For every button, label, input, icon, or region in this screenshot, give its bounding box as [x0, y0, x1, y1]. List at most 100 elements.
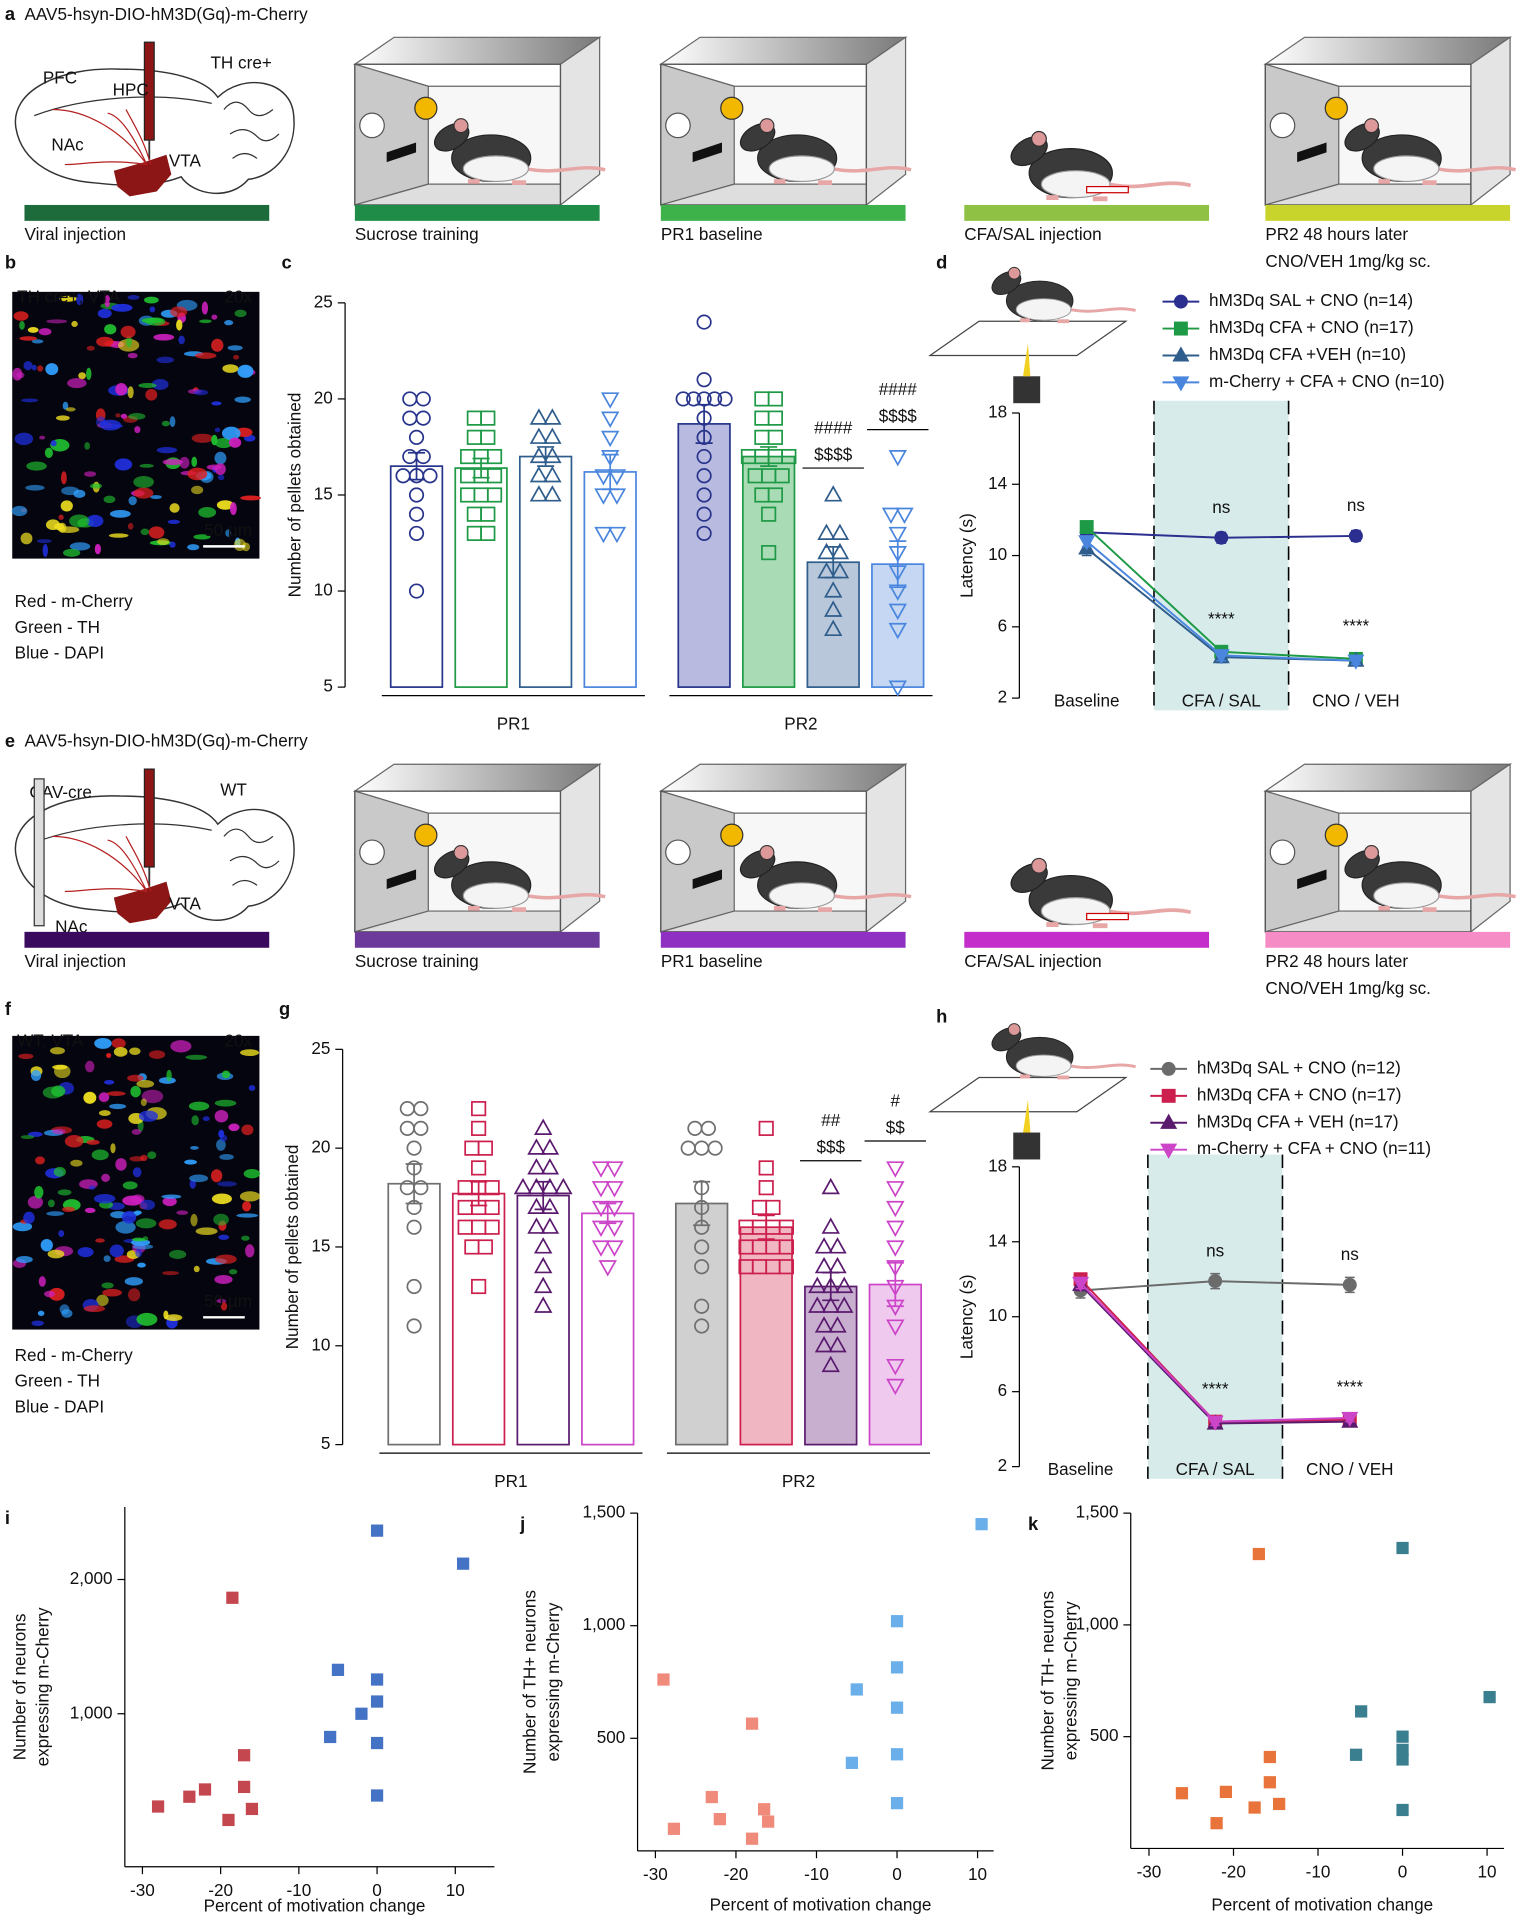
y-tick-label: 1,000: [70, 1702, 113, 1722]
legend-marker: [1173, 321, 1188, 336]
cell: [190, 1146, 199, 1150]
data-point: [245, 1802, 259, 1816]
data-point: [408, 583, 425, 599]
cell: [170, 1040, 192, 1053]
data-point: [183, 1790, 196, 1803]
cell: [143, 296, 159, 304]
data-point: [1208, 1274, 1223, 1289]
rat: [1344, 844, 1517, 912]
y-tick-label: 25: [311, 1038, 330, 1058]
data-point: [406, 1278, 422, 1295]
cell: [140, 1199, 156, 1211]
data-point: [529, 408, 549, 425]
y-axis-label: Number of neurons: [9, 1614, 29, 1761]
cell: [162, 1271, 179, 1276]
data-point: [1078, 535, 1096, 551]
data-point: [761, 545, 777, 561]
data-point: [1212, 649, 1230, 665]
step-label: Viral injection: [24, 224, 126, 244]
cue-light: [414, 823, 438, 847]
data-point: [513, 1177, 533, 1195]
rat-ear: [759, 844, 775, 861]
y-tick-label: 2: [998, 1455, 1008, 1475]
data-point: [415, 391, 431, 407]
cell: [222, 364, 239, 373]
cell: [104, 324, 117, 335]
cell: [211, 1193, 232, 1205]
brain-folds: [223, 101, 280, 159]
operant-chamber: [1263, 763, 1513, 934]
cell: [115, 1220, 136, 1234]
cell: [166, 1069, 172, 1082]
data-point: [886, 1260, 905, 1277]
cell: [227, 345, 243, 351]
data-point: [700, 1120, 716, 1136]
data-point: [529, 446, 549, 464]
data-point: [713, 1813, 726, 1826]
chamber-top: [658, 763, 908, 792]
cell: [145, 388, 158, 401]
data-point: [824, 600, 843, 617]
data-point: [975, 1518, 988, 1531]
step-label: Viral injection: [24, 951, 126, 971]
group-label: PR1: [494, 1471, 527, 1491]
cell: [158, 1077, 176, 1084]
step-label: PR2 48 hours later: [1265, 224, 1408, 244]
cell: [199, 319, 212, 324]
cell: [88, 1185, 96, 1190]
legend-label: hM3Dq CFA + CNO (n=17): [1209, 317, 1414, 337]
cell: [225, 529, 232, 537]
cell: [228, 1123, 240, 1132]
legend-label: hM3Dq CFA +VEH (n=10): [1209, 344, 1406, 364]
data-point: [402, 391, 418, 407]
data-point: [694, 1259, 710, 1275]
syringe: [143, 768, 155, 868]
rat: [739, 844, 912, 912]
timeline-bar: [1265, 204, 1511, 221]
cell: [148, 1050, 166, 1059]
data-point: [754, 391, 770, 407]
brain-section: [14, 768, 295, 924]
cell: [214, 451, 227, 465]
data-point: [554, 1177, 573, 1195]
legend-label: hM3Dq CFA + CNO (n=17): [1197, 1084, 1402, 1104]
legend-label: hM3Dq SAL + CNO (n=12): [1197, 1057, 1401, 1077]
data-point: [751, 1199, 768, 1216]
x-axis-label: Percent of motivation change: [204, 1896, 426, 1916]
cell: [109, 1244, 124, 1258]
magnification: 20x: [224, 286, 252, 306]
cell: [104, 1079, 115, 1085]
cell: [139, 463, 154, 468]
data-point: [1396, 1730, 1409, 1743]
vector-name: AAV5-hsyn-DIO-hM3D(Gq)-m-Cherry: [24, 731, 308, 751]
x-tick-label: CFA / SAL: [1176, 1459, 1255, 1479]
chamber-top: [352, 763, 602, 792]
cell: [219, 1154, 234, 1160]
annotation: ns: [1212, 497, 1230, 517]
data-point: [767, 429, 783, 445]
cell: [27, 327, 39, 333]
rat-feet: [467, 179, 527, 185]
data-point: [600, 392, 620, 409]
sig-label: #: [891, 1090, 901, 1110]
cell: [137, 1262, 146, 1268]
rat: [739, 118, 912, 185]
rat-feet: [467, 906, 527, 912]
cell: [98, 1092, 110, 1103]
data-point: [486, 487, 503, 503]
cell: [31, 364, 37, 371]
rat-feet: [1378, 179, 1437, 185]
data-point: [694, 1298, 710, 1314]
data-point: [1396, 1743, 1409, 1756]
data-point: [540, 1197, 560, 1215]
data-point: [890, 1701, 904, 1714]
data-point: [543, 408, 562, 425]
y-tick-label: 1,500: [582, 1502, 625, 1522]
data-point: [457, 1180, 473, 1196]
data-point: [527, 1138, 546, 1155]
cell: [213, 1213, 229, 1226]
region-label: CAV-cre: [29, 782, 92, 802]
y-tick-label: 5: [321, 1433, 331, 1453]
cell: [26, 461, 47, 471]
